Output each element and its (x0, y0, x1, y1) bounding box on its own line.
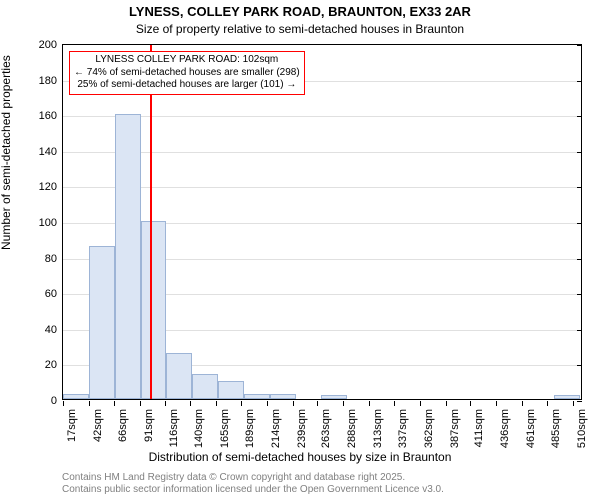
x-tick-mark (394, 401, 395, 406)
plot-area: 020406080100120140160180200LYNESS COLLEY… (62, 44, 582, 400)
x-tick-label: 362sqm (423, 409, 435, 448)
y-tick-label: 200 (39, 39, 63, 51)
y-tick-mark (577, 116, 582, 117)
histogram-bar (270, 394, 296, 399)
y-tick-label: 20 (45, 359, 63, 371)
x-tick-mark (420, 401, 421, 406)
x-tick-mark (293, 401, 294, 406)
x-tick-mark (446, 401, 447, 406)
histogram-bar (218, 381, 244, 399)
y-axis-label: Number of semi-detached properties (0, 55, 13, 250)
y-tick-mark (577, 45, 582, 46)
x-tick-label: 66sqm (117, 409, 129, 442)
x-tick-mark (89, 401, 90, 406)
x-tick-label: 239sqm (296, 409, 308, 448)
annotation-line: 25% of semi-detached houses are larger (… (74, 79, 300, 92)
histogram-bar (63, 394, 89, 399)
reference-line (150, 45, 152, 399)
x-tick-mark (190, 401, 191, 406)
x-tick-label: 263sqm (320, 409, 332, 448)
x-tick-mark (114, 401, 115, 406)
x-tick-label: 337sqm (397, 409, 409, 448)
x-tick-label: 17sqm (66, 409, 78, 442)
x-tick-label: 214sqm (270, 409, 282, 448)
y-tick-mark (577, 294, 582, 295)
grid-line (63, 187, 581, 188)
y-tick-label: 140 (39, 146, 63, 158)
histogram-bar (89, 246, 115, 399)
histogram-bar (115, 114, 141, 399)
x-tick-label: 387sqm (449, 409, 461, 448)
chart-subtitle: Size of property relative to semi-detach… (0, 22, 600, 36)
x-tick-mark (140, 401, 141, 406)
x-tick-mark (317, 401, 318, 406)
x-tick-mark (241, 401, 242, 406)
x-tick-mark (165, 401, 166, 406)
x-tick-label: 411sqm (473, 409, 485, 447)
x-tick-label: 510sqm (576, 409, 588, 448)
grid-line (63, 152, 581, 153)
x-tick-label: 485sqm (550, 409, 562, 448)
attribution-line-2: Contains public sector information licen… (62, 484, 444, 495)
y-tick-mark (577, 223, 582, 224)
annotation-line: ← 74% of semi-detached houses are smalle… (74, 67, 300, 80)
x-tick-mark (573, 401, 574, 406)
y-tick-mark (577, 152, 582, 153)
x-tick-mark (496, 401, 497, 406)
histogram-bar (554, 395, 580, 399)
histogram-bar (321, 395, 347, 399)
attribution-line-1: Contains HM Land Registry data © Crown c… (62, 472, 405, 483)
y-tick-label: 60 (45, 288, 63, 300)
y-tick-label: 80 (45, 253, 63, 265)
x-tick-label: 91sqm (143, 409, 155, 442)
x-tick-mark (470, 401, 471, 406)
x-tick-mark (343, 401, 344, 406)
x-tick-label: 42sqm (92, 409, 104, 442)
x-tick-mark (267, 401, 268, 406)
y-tick-mark (577, 259, 582, 260)
y-tick-mark (577, 365, 582, 366)
x-tick-label: 140sqm (193, 409, 205, 448)
x-tick-mark (547, 401, 548, 406)
y-tick-label: 100 (39, 217, 63, 229)
x-tick-label: 313sqm (372, 409, 384, 448)
histogram-bar (166, 353, 192, 399)
y-tick-mark (577, 330, 582, 331)
chart-container: LYNESS, COLLEY PARK ROAD, BRAUNTON, EX33… (0, 0, 600, 500)
x-tick-label: 116sqm (168, 409, 180, 447)
y-tick-label: 0 (51, 395, 63, 407)
y-tick-mark (577, 187, 582, 188)
annotation-box: LYNESS COLLEY PARK ROAD: 102sqm← 74% of … (69, 51, 305, 95)
x-tick-label: 288sqm (346, 409, 358, 448)
histogram-bar (141, 221, 167, 399)
annotation-line: LYNESS COLLEY PARK ROAD: 102sqm (74, 54, 300, 67)
y-tick-label: 40 (45, 324, 63, 336)
x-tick-mark (369, 401, 370, 406)
x-axis-label: Distribution of semi-detached houses by … (0, 450, 600, 464)
histogram-bar (192, 374, 218, 399)
y-tick-mark (577, 401, 582, 402)
y-tick-mark (577, 81, 582, 82)
grid-line (63, 116, 581, 117)
x-tick-label: 165sqm (219, 409, 231, 448)
chart-title: LYNESS, COLLEY PARK ROAD, BRAUNTON, EX33… (0, 4, 600, 19)
x-tick-label: 436sqm (499, 409, 511, 448)
y-tick-label: 180 (39, 75, 63, 87)
x-tick-label: 461sqm (525, 409, 537, 448)
histogram-bar (244, 394, 270, 399)
x-tick-mark (63, 401, 64, 406)
y-tick-label: 160 (39, 110, 63, 122)
x-tick-label: 189sqm (244, 409, 256, 448)
x-tick-mark (522, 401, 523, 406)
x-tick-mark (216, 401, 217, 406)
y-tick-label: 120 (39, 181, 63, 193)
